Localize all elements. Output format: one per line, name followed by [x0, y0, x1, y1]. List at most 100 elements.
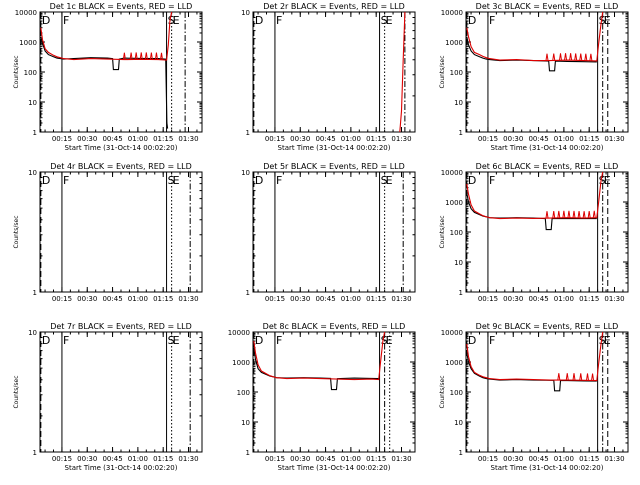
panel-title: Det 8c BLACK = Events, RED = LLD [263, 322, 406, 331]
y-axis-label: Counts/sec [13, 375, 20, 408]
y-tick-label: 10 [28, 329, 37, 337]
lld-spike-point [557, 373, 561, 381]
x-tick-label: 00:30 [77, 455, 97, 463]
lld-spike-point [552, 211, 556, 219]
events-series-line [466, 192, 597, 231]
x-tick-label: 00:15 [265, 295, 285, 303]
marker-label: D [42, 334, 50, 347]
lld-series-line [466, 11, 604, 62]
panel-title: Det 4r BLACK = Events, RED = LLD [50, 162, 192, 171]
marker-label: E [386, 174, 393, 187]
marker-label: S [381, 334, 388, 347]
lld-spike-point [592, 210, 596, 218]
marker-label: F [489, 174, 495, 187]
y-tick-label: 10 [241, 9, 250, 17]
lld-spike-point [565, 373, 569, 381]
lld-spike-point [572, 210, 576, 218]
marker-label: E [386, 334, 393, 347]
marker-label: S [168, 174, 175, 187]
lld-spike-point [579, 53, 583, 61]
lld-spike-point [567, 210, 571, 218]
marker-label: D [468, 14, 476, 27]
events-series-line [40, 36, 169, 129]
panel-title: Det 9c BLACK = Events, RED = LLD [476, 322, 619, 331]
marker-label: S [168, 14, 175, 27]
x-tick-label: 01:30 [604, 135, 624, 143]
marker-label: D [42, 174, 50, 187]
events-series-line [466, 36, 597, 72]
marker-label: D [255, 174, 263, 187]
y-tick-label: 1 [33, 129, 37, 137]
x-tick-label: 00:45 [315, 295, 335, 303]
lld-spike-point [159, 52, 164, 60]
y-tick-label: 1 [33, 289, 37, 297]
x-tick-label: 01:15 [153, 295, 173, 303]
x-tick-label: 00:30 [290, 455, 310, 463]
x-tick-label: 01:00 [341, 455, 361, 463]
y-tick-label: 1 [33, 449, 37, 457]
lld-spike-point [558, 53, 563, 61]
x-tick-label: 01:00 [128, 135, 148, 143]
marker-label: D [468, 174, 476, 187]
x-axis-label: Start Time (31-Oct-14 00:02:20) [491, 144, 604, 152]
plot-frame [39, 171, 203, 293]
plot-frame [465, 11, 629, 133]
y-tick-label: 10 [28, 169, 37, 177]
lld-series-line [399, 11, 406, 133]
y-axis-label: Counts/sec [439, 55, 446, 88]
marker-label: E [604, 334, 611, 347]
lld-spike-point [574, 53, 578, 61]
y-tick-label: 100 [450, 229, 463, 237]
marker-label: S [381, 174, 388, 187]
y-tick-label: 10000 [441, 9, 463, 17]
y-tick-label: 100 [237, 389, 250, 397]
y-tick-label: 10000 [441, 169, 463, 177]
lld-spike-point [577, 211, 581, 219]
lld-spike-point [582, 211, 586, 219]
plot-frame [465, 171, 629, 293]
x-tick-label: 00:45 [102, 135, 122, 143]
y-tick-label: 1000 [232, 359, 250, 367]
x-tick-label: 00:45 [102, 455, 122, 463]
lld-spike-point [557, 210, 561, 218]
panel-title: Det 3c BLACK = Events, RED = LLD [476, 2, 619, 11]
lld-spike-point [129, 52, 133, 60]
y-tick-label: 10 [454, 259, 463, 267]
lld-spike-point [564, 53, 568, 61]
x-tick-label: 00:30 [290, 295, 310, 303]
plot-frame [252, 331, 416, 453]
x-tick-label: 01:00 [128, 455, 148, 463]
marker-label: E [173, 14, 180, 27]
lld-spike-point [122, 52, 126, 60]
y-tick-label: 10 [28, 99, 37, 107]
y-tick-label: 1000 [19, 39, 37, 47]
x-tick-label: 01:30 [604, 295, 624, 303]
lld-spike-point [584, 53, 588, 61]
marker-label: F [63, 14, 69, 27]
x-tick-label: 01:30 [178, 135, 198, 143]
lld-spike-point [579, 373, 583, 381]
x-tick-label: 00:45 [315, 135, 335, 143]
x-tick-label: 01:30 [391, 455, 411, 463]
marker-label: D [468, 334, 476, 347]
lld-spike-point [149, 52, 153, 60]
y-tick-label: 1 [459, 289, 463, 297]
marker-label: F [276, 334, 282, 347]
x-tick-label: 01:15 [366, 455, 386, 463]
marker-label: S [381, 14, 388, 27]
marker-label: F [489, 14, 495, 27]
y-tick-label: 1000 [445, 39, 463, 47]
y-tick-label: 100 [24, 69, 37, 77]
x-tick-label: 00:15 [265, 135, 285, 143]
panel-title: Det 2r BLACK = Events, RED = LLD [263, 2, 405, 11]
x-tick-label: 00:30 [503, 455, 523, 463]
x-tick-label: 01:00 [341, 295, 361, 303]
x-tick-label: 00:30 [503, 295, 523, 303]
panel-title: Det 6c BLACK = Events, RED = LLD [476, 162, 619, 171]
events-series-line [253, 347, 379, 391]
plot-frame [465, 331, 629, 453]
x-tick-label: 00:30 [77, 295, 97, 303]
x-axis-label: Start Time (31-Oct-14 00:02:20) [65, 144, 178, 152]
y-tick-label: 10 [241, 169, 250, 177]
